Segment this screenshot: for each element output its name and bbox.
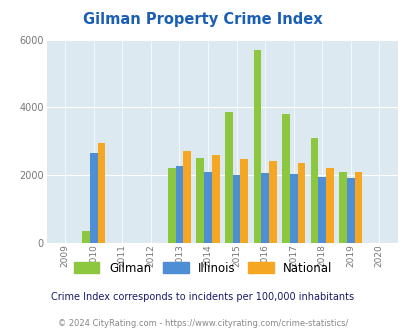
Bar [310,138,318,243]
Bar [98,143,105,243]
Bar [325,168,333,243]
Bar [253,50,260,243]
Bar [281,114,289,243]
Legend: Gilman, Illinois, National: Gilman, Illinois, National [73,262,332,275]
Bar [204,172,211,243]
Bar [297,163,305,243]
Bar [183,151,190,243]
Bar [224,112,232,243]
Bar [268,161,276,243]
Bar [338,172,346,243]
Bar [90,153,98,243]
Bar [289,174,297,243]
Bar [175,166,183,243]
Bar [232,175,240,243]
Bar [318,177,325,243]
Text: © 2024 CityRating.com - https://www.cityrating.com/crime-statistics/: © 2024 CityRating.com - https://www.city… [58,319,347,328]
Bar [354,172,361,243]
Text: Gilman Property Crime Index: Gilman Property Crime Index [83,12,322,26]
Bar [82,231,90,243]
Bar [168,168,175,243]
Bar [260,173,268,243]
Bar [211,154,219,243]
Text: Crime Index corresponds to incidents per 100,000 inhabitants: Crime Index corresponds to incidents per… [51,292,354,302]
Bar [346,178,354,243]
Bar [196,158,204,243]
Bar [240,159,247,243]
